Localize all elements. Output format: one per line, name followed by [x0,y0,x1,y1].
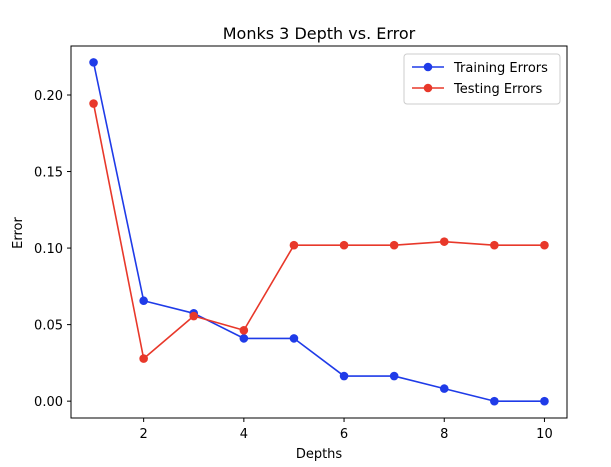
y-tick-label: 0.00 [34,395,63,410]
x-tick-label: 6 [340,427,348,442]
legend-item: Testing Errors [412,82,543,97]
legend-label: Testing Errors [453,82,543,97]
x-axis: 2 4 6 8 10 [140,418,553,442]
data-point-training-errors [89,58,98,67]
series-layer [89,58,549,406]
y-tick-label: 0.15 [34,166,63,181]
x-axis-label: Depths [296,447,343,462]
data-point-testing-errors [139,354,148,363]
series-testing-errors [89,99,549,363]
legend-item: Training Errors [412,61,548,76]
data-point-testing-errors [89,99,98,108]
x-tick-label: 10 [536,427,553,442]
data-point-testing-errors [189,311,199,321]
data-point-testing-errors [289,240,299,250]
legend: Training Errors Testing Errors [403,53,561,105]
plot-area [70,45,568,419]
data-point-testing-errors [239,325,249,335]
series-line-testing-errors [92,103,545,360]
y-tick-label: 0.20 [34,89,63,104]
legend-swatch-marker [423,83,433,93]
data-point-training-errors [389,371,399,381]
data-point-training-errors [139,296,148,306]
data-point-training-errors [490,396,499,406]
y-axis-label: Error [11,217,26,249]
y-axis: 0.00 0.05 0.10 0.15 0.20 [34,89,71,410]
chart-title: Monks 3 Depth vs. Error [223,24,416,43]
x-tick-label: 2 [140,427,148,442]
data-point-testing-errors [439,237,449,246]
x-tick-label: 8 [440,427,448,442]
series-line-training-errors [92,62,545,402]
data-point-training-errors [339,371,349,381]
data-point-testing-errors [540,240,549,250]
x-tick-label: 4 [240,427,248,442]
data-point-testing-errors [339,240,349,250]
data-point-training-errors [239,334,249,343]
data-point-testing-errors [490,240,499,250]
legend-swatch-marker [423,62,433,72]
y-tick-label: 0.05 [34,319,63,334]
data-point-training-errors [289,334,299,343]
data-point-training-errors [439,384,449,393]
legend-label: Training Errors [453,61,548,76]
data-point-training-errors [540,396,549,406]
data-point-testing-errors [389,240,399,250]
y-tick-label: 0.10 [34,242,63,257]
